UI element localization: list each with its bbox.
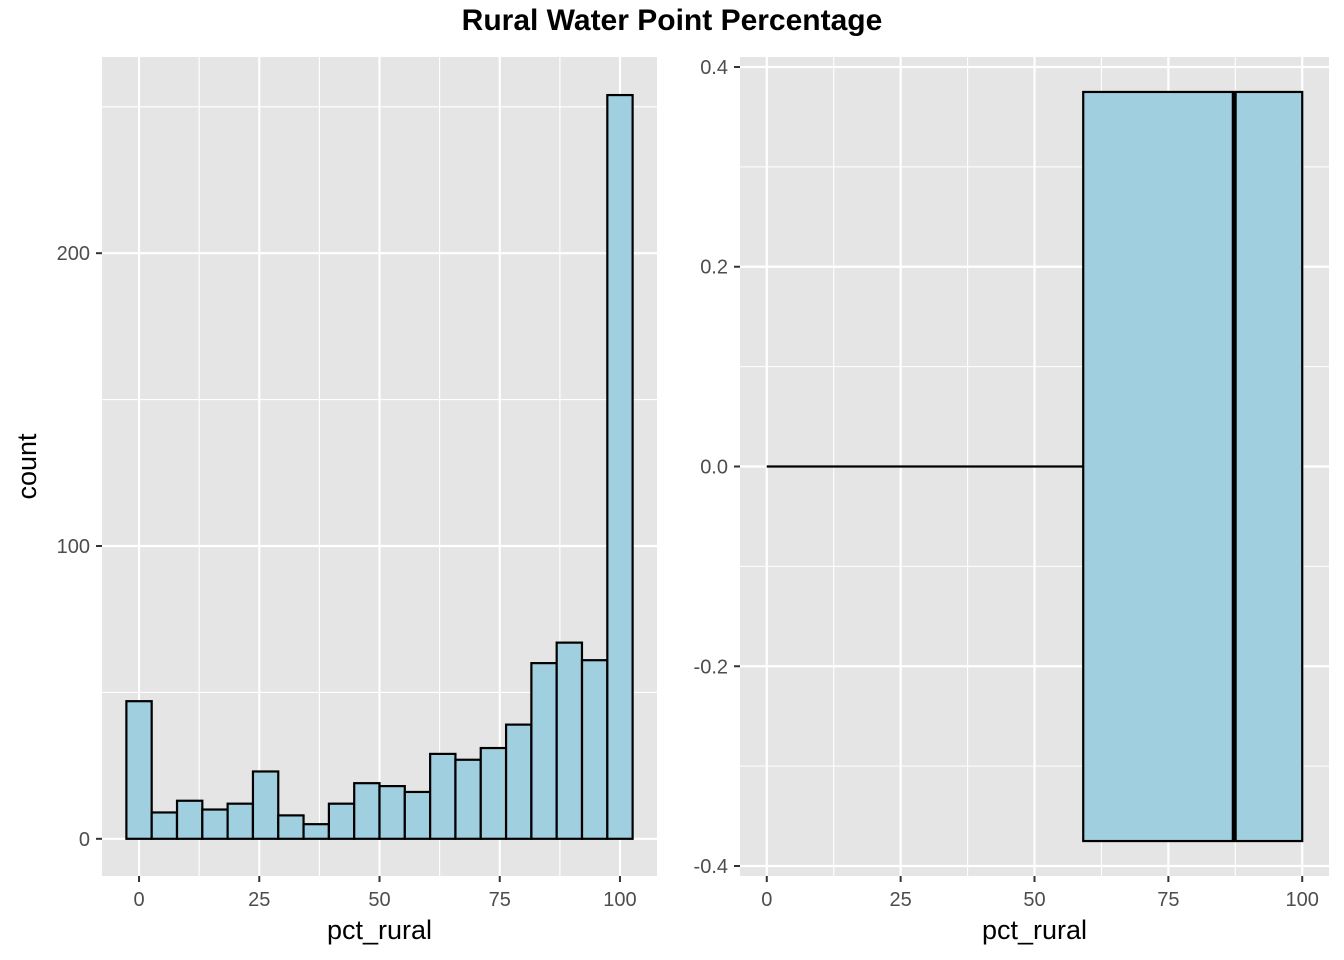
histogram-bar <box>454 758 482 840</box>
histogram-bar <box>226 802 255 840</box>
histogram-bar <box>429 752 457 840</box>
x-tick-label: 75 <box>489 889 511 911</box>
y-axis-title: count <box>12 433 42 500</box>
y-tick-label: 0.0 <box>700 457 728 479</box>
boxplot-box <box>1082 90 1304 843</box>
histogram-bar <box>201 808 229 840</box>
x-tick-label: 75 <box>1157 889 1179 911</box>
histogram-bar <box>175 799 204 840</box>
histogram-bar <box>327 802 356 840</box>
x-tick-label: 50 <box>368 889 390 911</box>
y-tick-label: 0.2 <box>700 257 728 279</box>
histogram-bar <box>530 662 558 840</box>
histogram-bar <box>125 700 153 840</box>
boxplot-panel: 0 25 50 75 100 -0.4 -0.2 0.0 0.2 0.4 pct_rural <box>694 57 1329 945</box>
histogram-bar <box>378 785 406 840</box>
histogram-bar <box>580 659 609 840</box>
x-axis-title: pct_rural <box>327 915 432 945</box>
histogram-bar <box>150 811 179 840</box>
histogram-bar <box>277 814 305 840</box>
histogram-bar <box>479 746 508 840</box>
y-tick-label: 0.4 <box>700 57 728 79</box>
chart-title: Rural Water Point Percentage <box>461 4 883 37</box>
histogram-bar <box>403 790 432 840</box>
histogram-bar <box>353 782 381 840</box>
y-tick-label: -0.2 <box>694 656 728 678</box>
histogram-bar <box>606 93 634 840</box>
histogram-bar <box>251 770 280 840</box>
x-tick-label: 25 <box>248 889 270 911</box>
x-tick-label: 100 <box>1286 889 1319 911</box>
y-tick-label: 0 <box>79 829 90 851</box>
x-axis-title: pct_rural <box>982 915 1087 945</box>
histogram-bar <box>555 641 584 840</box>
x-tick-label: 0 <box>133 889 144 911</box>
x-tick-label: 25 <box>890 889 912 911</box>
y-tick-label: 100 <box>57 536 90 558</box>
y-tick-label: 200 <box>57 243 90 265</box>
histogram-panel: 0 25 50 75 100 0 100 200 pct_rural count <box>12 57 657 945</box>
x-tick-label: 100 <box>603 889 636 911</box>
x-tick-label: 50 <box>1023 889 1045 911</box>
y-tick-label: -0.4 <box>694 856 728 878</box>
x-tick-label: 0 <box>761 889 772 911</box>
histogram-bar <box>504 723 533 840</box>
histogram-bar <box>302 823 330 840</box>
